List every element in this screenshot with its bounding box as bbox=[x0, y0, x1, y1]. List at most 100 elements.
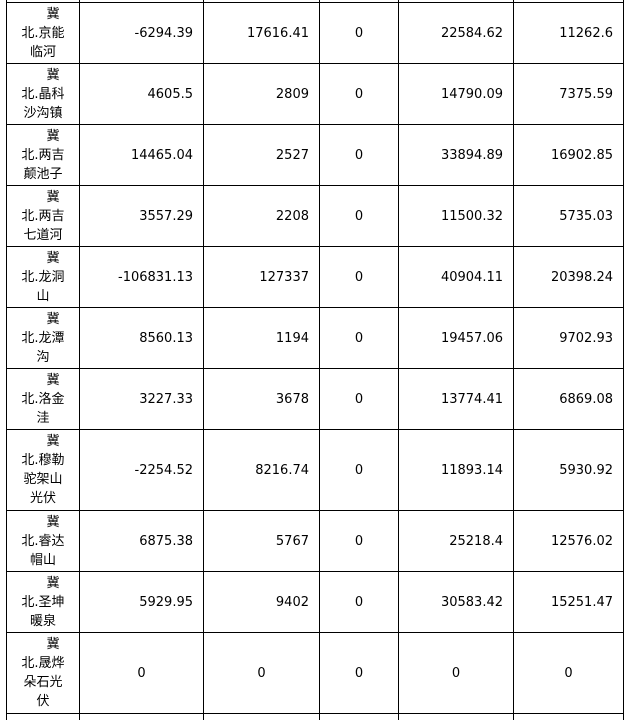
value-cell: 0 bbox=[399, 633, 514, 714]
value-cell: 2527 bbox=[204, 125, 320, 186]
value-cell: 11500.32 bbox=[399, 186, 514, 247]
station-name-line: 临河 bbox=[11, 43, 75, 62]
empty-cell bbox=[320, 714, 399, 720]
station-name-line: 冀 bbox=[11, 249, 75, 268]
value-cell: 12576.02 bbox=[514, 511, 624, 572]
station-name-line: 伏 bbox=[11, 692, 75, 711]
value-cell: 0 bbox=[320, 186, 399, 247]
value-cell: 7375.59 bbox=[514, 64, 624, 125]
station-name-line: 冀 bbox=[11, 310, 75, 329]
value-cell: 0 bbox=[514, 633, 624, 714]
station-name-line: 冀 bbox=[11, 188, 75, 207]
value-cell: 14465.04 bbox=[80, 125, 204, 186]
value-cell: 0 bbox=[320, 511, 399, 572]
value-cell: 0 bbox=[320, 125, 399, 186]
value-cell: 1194 bbox=[204, 308, 320, 369]
station-name-cell: 冀北.两吉七道河 bbox=[7, 186, 80, 247]
value-cell: 127337 bbox=[204, 247, 320, 308]
value-cell: -6294.39 bbox=[80, 3, 204, 64]
station-name-line: 冀 bbox=[11, 432, 75, 451]
value-cell: 0 bbox=[320, 247, 399, 308]
value-cell: 2809 bbox=[204, 64, 320, 125]
station-name-line: 冀 bbox=[11, 635, 75, 654]
station-name-line: 沟 bbox=[11, 348, 75, 367]
value-cell: 15251.47 bbox=[514, 572, 624, 633]
station-name-line: 北.晟烨 bbox=[11, 654, 75, 673]
station-name-line: 洼 bbox=[11, 409, 75, 428]
value-cell: 16902.85 bbox=[514, 125, 624, 186]
station-name-line: 北.两吉 bbox=[11, 146, 75, 165]
empty-cell bbox=[80, 714, 204, 720]
value-cell: 6875.38 bbox=[80, 511, 204, 572]
station-name-cell: 冀北.睿达帽山 bbox=[7, 511, 80, 572]
station-name-line: 冀 bbox=[11, 66, 75, 85]
station-name-line: 冀 bbox=[11, 127, 75, 146]
value-cell: 0 bbox=[320, 430, 399, 511]
station-name-line: 北.洛金 bbox=[11, 390, 75, 409]
value-cell: 25218.4 bbox=[399, 511, 514, 572]
station-name-line: 沙沟镇 bbox=[11, 104, 75, 123]
station-name-line: 冀 bbox=[11, 371, 75, 390]
value-cell: 30583.42 bbox=[399, 572, 514, 633]
value-cell: 0 bbox=[320, 308, 399, 369]
value-cell: 40904.11 bbox=[399, 247, 514, 308]
station-name-line: 朵石光 bbox=[11, 673, 75, 692]
station-name-line: 驼架山 bbox=[11, 470, 75, 489]
station-name-line: 山 bbox=[11, 287, 75, 306]
station-name-cell: 冀北.圣坤暖泉 bbox=[7, 572, 80, 633]
station-name-line: 北.睿达 bbox=[11, 532, 75, 551]
station-name-line: 光伏 bbox=[11, 489, 75, 508]
value-cell: 14790.09 bbox=[399, 64, 514, 125]
empty-cell bbox=[7, 714, 80, 720]
empty-cell bbox=[204, 714, 320, 720]
table-row-partial-bottom bbox=[7, 714, 624, 720]
station-name-line: 北.穆勒 bbox=[11, 451, 75, 470]
station-name-line: 暖泉 bbox=[11, 612, 75, 631]
value-cell: 4605.5 bbox=[80, 64, 204, 125]
value-cell: 5930.92 bbox=[514, 430, 624, 511]
value-cell: 0 bbox=[320, 3, 399, 64]
empty-cell bbox=[514, 714, 624, 720]
station-name-cell: 冀北.晶科沙沟镇 bbox=[7, 64, 80, 125]
value-cell: 3678 bbox=[204, 369, 320, 430]
value-cell: 0 bbox=[320, 572, 399, 633]
value-cell: -2254.52 bbox=[80, 430, 204, 511]
value-cell: 5767 bbox=[204, 511, 320, 572]
station-name-line: 冀 bbox=[11, 574, 75, 593]
value-cell: 6869.08 bbox=[514, 369, 624, 430]
station-name-line: 北.圣坤 bbox=[11, 593, 75, 612]
value-cell: 8216.74 bbox=[204, 430, 320, 511]
station-name-line: 北.龙洞 bbox=[11, 268, 75, 287]
station-name-line: 北.龙潭 bbox=[11, 329, 75, 348]
station-name-cell: 冀北.洛金洼 bbox=[7, 369, 80, 430]
value-cell: 3557.29 bbox=[80, 186, 204, 247]
empty-cell bbox=[399, 714, 514, 720]
value-cell: 11262.6 bbox=[514, 3, 624, 64]
station-name-line: 颠池子 bbox=[11, 165, 75, 184]
value-cell: 0 bbox=[320, 369, 399, 430]
station-name-line: 冀 bbox=[11, 5, 75, 24]
value-cell: 0 bbox=[320, 64, 399, 125]
value-cell: 9402 bbox=[204, 572, 320, 633]
value-cell: 11893.14 bbox=[399, 430, 514, 511]
station-name-cell: 冀北.龙潭沟 bbox=[7, 308, 80, 369]
station-name-cell: 冀北.晟烨朵石光伏 bbox=[7, 633, 80, 714]
station-name-cell: 冀北.两吉颠池子 bbox=[7, 125, 80, 186]
value-cell: 33894.89 bbox=[399, 125, 514, 186]
station-name-cell: 冀北.龙洞山 bbox=[7, 247, 80, 308]
value-cell: -106831.13 bbox=[80, 247, 204, 308]
value-cell: 8560.13 bbox=[80, 308, 204, 369]
station-name-line: 帽山 bbox=[11, 551, 75, 570]
station-name-line: 北.京能 bbox=[11, 24, 75, 43]
